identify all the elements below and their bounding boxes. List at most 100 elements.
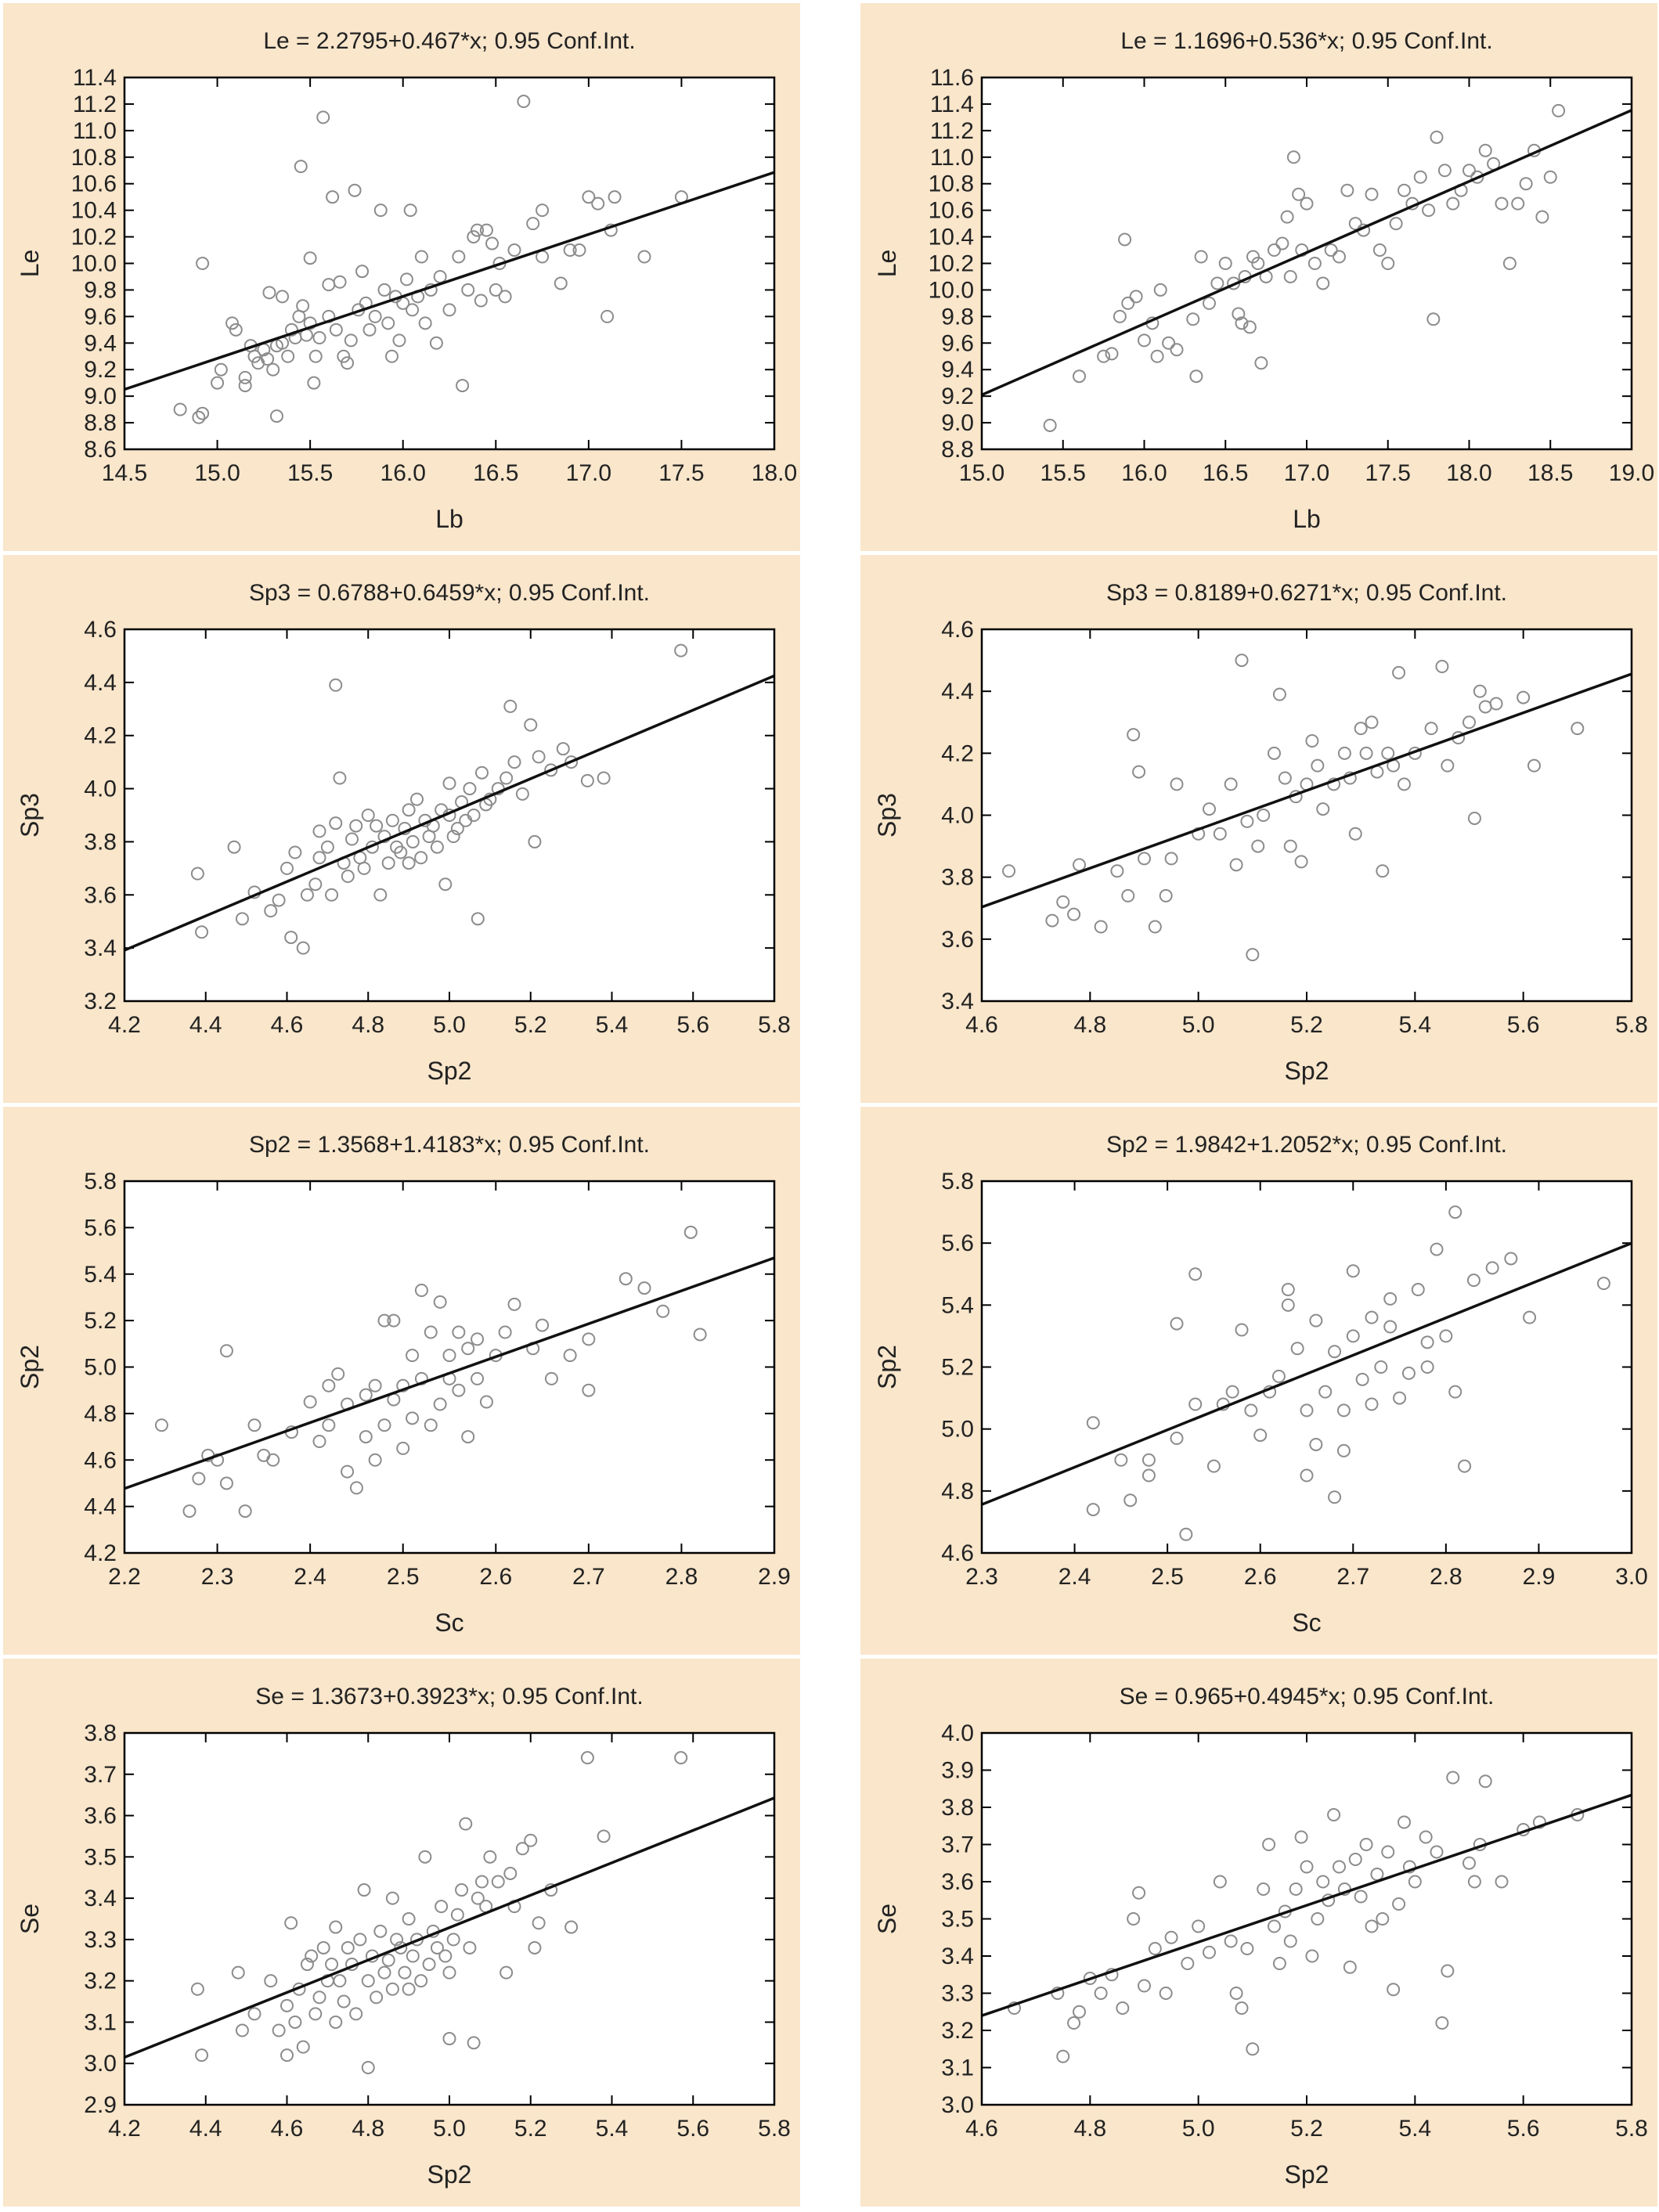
data-point [1328,1490,1342,1504]
data-point [424,1325,438,1339]
y-tick-label: 9.2 [84,357,117,383]
x-axis-label: Lb [1293,505,1321,533]
data-point [1224,777,1238,791]
data-point [475,766,489,780]
chart-panel: Se = 0.965+0.4945*x; 0.95 Conf.Int. 4.6 4.… [860,1659,1657,2207]
data-point [1294,855,1308,869]
data-point [414,1284,428,1298]
data-point [1086,1416,1100,1430]
data-point [1359,746,1373,760]
y-tick-label: 3.0 [941,2092,974,2118]
y-tick-label: 4.6 [84,1447,117,1473]
data-point [563,1349,577,1363]
data-point [1413,170,1427,184]
data-point [385,1982,399,1996]
data-point [1254,356,1268,370]
data-point [463,782,477,796]
data-point [1272,1957,1286,1970]
data-point [1523,1310,1537,1324]
x-tick-label: 5.8 [758,1012,791,1038]
x-tick-label: 4.6 [271,1012,304,1038]
y-tick-label: 5.6 [941,1230,974,1256]
data-point [1467,811,1481,825]
y-tick-label: 3.3 [84,1927,117,1953]
x-tick-label: 2.3 [965,1564,998,1590]
chart-title: Le = 2.2795+0.467*x; 0.95 Conf.Int. [263,28,635,54]
x-tick-label: 5.0 [433,2116,466,2142]
data-point [1132,765,1146,779]
data-point [1365,1919,1379,1933]
data-point [1159,1987,1173,2000]
x-tick-label: 5.8 [758,2116,791,2142]
x-tick-label: 2.9 [1523,1564,1556,1590]
data-point [284,322,298,337]
data-point [1337,746,1351,760]
x-tick-label: 2.9 [758,1564,791,1590]
y-tick-label: 4.0 [941,803,974,829]
data-point [406,303,420,317]
data-point [1311,1912,1325,1926]
data-point [1262,1838,1276,1851]
data-point [491,1875,505,1889]
data-point [303,1395,317,1409]
data-point [361,1974,375,1988]
y-tick-label: 11.2 [930,118,974,144]
x-tick-label: 19.0 [1609,460,1654,486]
y-tick-label: 9.4 [84,330,117,356]
data-point [1240,814,1254,828]
y-tick-label: 3.6 [84,882,117,908]
data-point [281,349,295,363]
data-point [381,1953,395,1967]
data-point [316,110,330,124]
data-point [1242,320,1257,334]
data-point [329,322,343,337]
x-axis-label: Sc [435,1609,463,1637]
data-point [329,678,343,692]
data-point [1045,913,1059,928]
data-point [308,2007,323,2021]
data-point [515,1842,529,1856]
x-tick-label: 5.8 [1615,1012,1648,1038]
data-point [373,204,388,218]
y-tick-label: 3.7 [941,1832,974,1858]
y-tick-label: 3.8 [941,1795,974,1821]
data-point [214,362,228,376]
data-point [373,888,388,902]
data-point [307,376,321,390]
data-point [674,1751,688,1765]
x-tick-label: 2.5 [1151,1564,1184,1590]
x-tick-label: 2.6 [1244,1564,1277,1590]
data-point [396,1441,410,1455]
data-point [1473,684,1487,698]
data-point [345,832,359,846]
data-point [1224,1934,1238,1948]
data-point [1392,665,1406,679]
data-point [467,809,481,822]
data-point [524,1833,538,1847]
y-axis-label: Sp2 [16,1345,44,1389]
data-point [1235,654,1249,668]
data-points [173,95,688,424]
regression-line [982,1793,1632,2017]
y-tick-label: 4.2 [941,740,974,766]
data-point [370,1990,384,2005]
x-tick-label: 16.5 [473,460,518,486]
data-point [1420,1335,1434,1349]
data-point [1229,1987,1243,2000]
x-tick-label: 18.5 [1527,460,1573,486]
y-tick-label: 5.2 [941,1355,974,1381]
data-point [1596,1277,1610,1291]
data-point [597,771,611,785]
data-point [597,1829,611,1843]
data-point [1170,777,1184,791]
y-tick-label: 3.8 [84,829,117,855]
data-point [1389,217,1403,231]
data-point [1309,1437,1323,1451]
data-point [370,819,384,833]
data-point [1235,1323,1249,1337]
data-point [238,370,252,384]
data-point [1253,1428,1268,1443]
data-point [1446,1771,1460,1785]
y-tick-label: 2.9 [84,2092,117,2118]
data-point [442,303,456,317]
